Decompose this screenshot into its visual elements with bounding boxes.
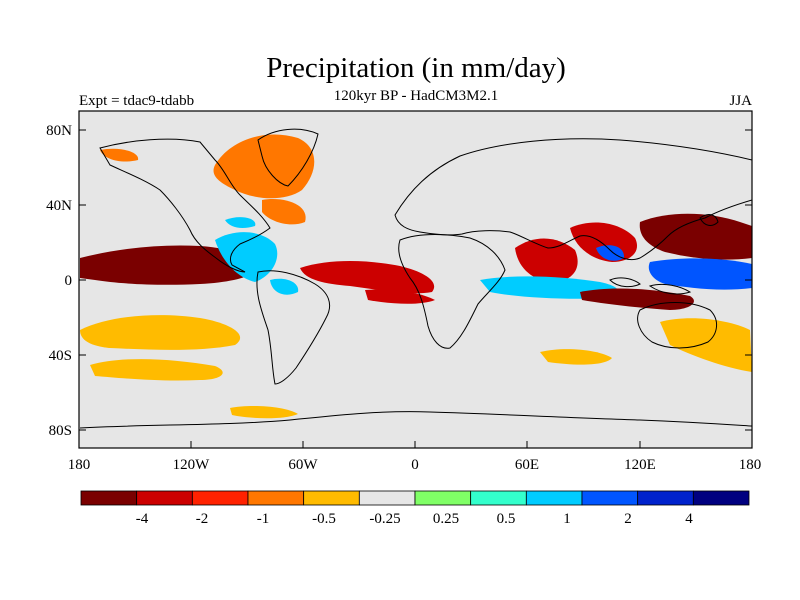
colorbar-box (136, 490, 193, 506)
chart-title: Precipitation (in mm/day) (266, 52, 566, 84)
region-greenland-drying (100, 148, 139, 162)
coastline (256, 270, 330, 385)
colorbar-label: 1 (563, 511, 571, 527)
coastline (609, 277, 641, 288)
region-west-pacific-wetting (648, 258, 752, 290)
coastline (99, 138, 271, 273)
colorbar: -4 -2 -1 -0.5 -0.25 0.25 0.5 1 2 4 (80, 490, 750, 527)
latitude-labels: 80N 40N 0 40S 80S (46, 123, 72, 439)
colorbar-label: -4 (136, 511, 149, 527)
lon-label: 180 (68, 457, 91, 473)
region-south-pacific-band (230, 406, 298, 419)
region-atlantic-itcz-drying (365, 289, 435, 304)
lon-label: 0 (411, 457, 419, 473)
colorbar-labels: -4 -2 -1 -0.5 -0.25 0.25 0.5 1 2 4 (136, 511, 694, 527)
coastline (79, 411, 752, 429)
colorbar-box (692, 490, 750, 506)
colorbar-box (637, 490, 694, 506)
region-south-pacific-band (80, 315, 241, 350)
chart-subtitle: 120kyr BP - HadCM3M2.1 (333, 88, 499, 104)
region-arabian-sea-drying (515, 238, 578, 282)
lon-label: 120E (624, 457, 656, 473)
colorbar-box (191, 490, 249, 506)
coastline (637, 302, 717, 349)
region-west-pacific-drying (639, 213, 752, 260)
colorbar-box (414, 490, 472, 506)
precip-anomaly-fields (80, 134, 752, 419)
region-central-america-wetting (225, 217, 256, 228)
lat-label: 80S (49, 423, 72, 439)
lon-label: 180 (739, 457, 762, 473)
colorbar-label: -0.25 (369, 511, 400, 527)
lon-label: 120W (173, 457, 211, 473)
season-label: JJA (729, 93, 752, 109)
coastline (394, 138, 752, 261)
lat-label: 40S (49, 348, 72, 364)
colorbar-label: -1 (257, 511, 270, 527)
colorbar-label: -0.5 (312, 511, 336, 527)
region-south-pacific-band (90, 359, 223, 381)
colorbar-box (80, 490, 138, 506)
colorbar-box (525, 490, 583, 506)
region-central-america-wetting (215, 232, 278, 282)
colorbar-label: 4 (685, 511, 693, 527)
colorbar-box (247, 490, 305, 506)
colorbar-box (303, 490, 360, 506)
lat-label: 0 (65, 273, 73, 289)
colorbar-label: 0.25 (433, 511, 459, 527)
coastline (699, 214, 719, 226)
lat-label: 40N (46, 198, 72, 214)
colorbar-label: 2 (624, 511, 632, 527)
colorbar-label: 0.5 (497, 511, 516, 527)
region-greenland-drying (213, 134, 315, 199)
region-west-pacific-wetting (596, 245, 625, 261)
region-atlantic-itcz-drying (300, 261, 435, 294)
region-west-pacific-drying (580, 288, 694, 310)
region-south-pacific-band (540, 349, 612, 365)
region-south-pacific-band (660, 318, 752, 372)
coastline (398, 234, 506, 349)
colorbar-box (581, 490, 639, 506)
lat-label: 80N (46, 123, 72, 139)
region-central-america-wetting (270, 278, 299, 295)
coastline (257, 128, 319, 187)
region-greenland-drying (262, 199, 306, 225)
longitude-labels: 180 120W 60W 0 60E 120E 180 (68, 457, 762, 473)
colorbar-label: -2 (196, 511, 209, 527)
colorbar-box (470, 490, 527, 506)
colorbar-box (358, 490, 416, 506)
coastlines (79, 128, 752, 429)
map-ticks (79, 129, 752, 448)
coastline (648, 283, 692, 295)
lon-label: 60W (288, 457, 318, 473)
colorbar-boxes (80, 490, 750, 506)
region-equatorial-pacific-drying (80, 245, 262, 285)
experiment-label: Expt = tdac9-tdabb (79, 93, 195, 109)
lon-label: 60E (515, 457, 539, 473)
